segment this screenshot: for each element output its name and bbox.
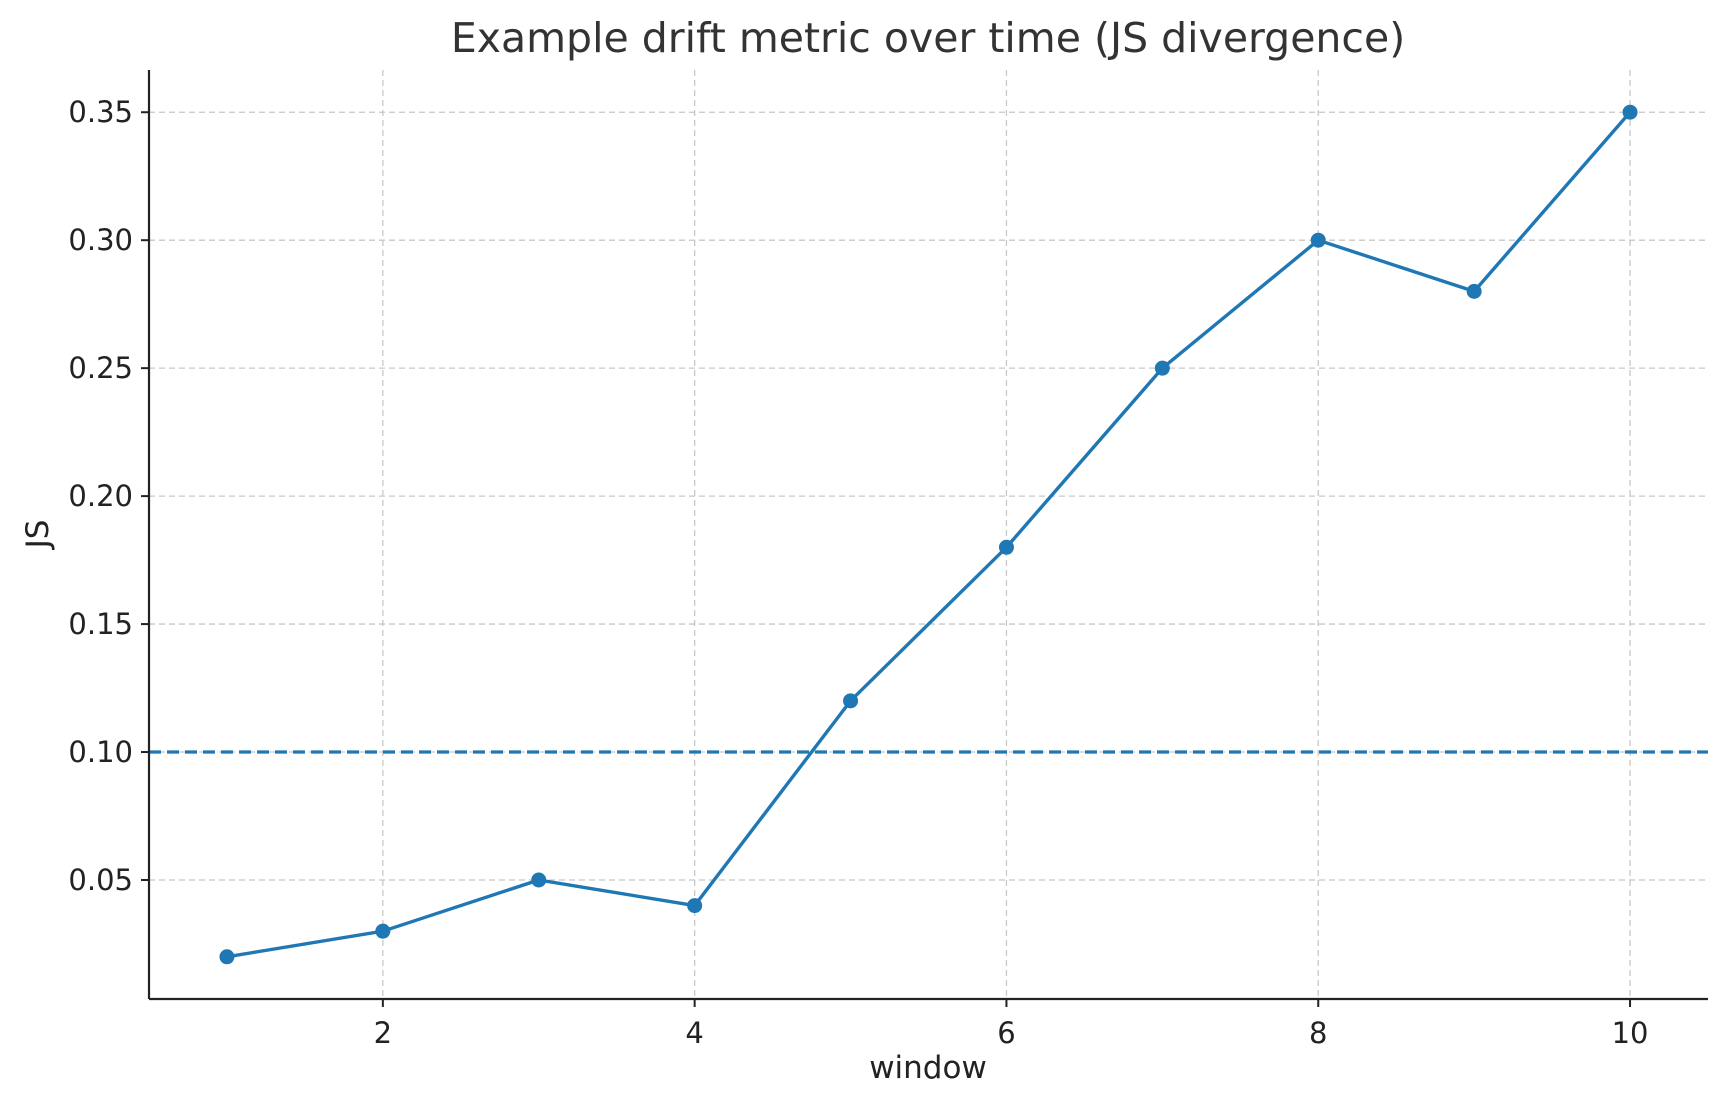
data-point	[998, 539, 1014, 555]
data-point	[1466, 283, 1482, 299]
y-tick-label: 0.05	[68, 863, 133, 897]
y-ticks: 0.05 0.10 0.15 0.20 0.25 0.30 0.35	[68, 95, 149, 897]
data-point	[531, 872, 547, 888]
data-point	[687, 898, 703, 914]
x-ticks: 2 4 6 8 10	[374, 999, 1649, 1050]
y-tick-label: 0.15	[68, 607, 133, 641]
x-tick-label: 10	[1612, 1016, 1649, 1050]
data-point	[219, 949, 235, 965]
y-tick-label: 0.10	[68, 735, 133, 769]
data-point	[1154, 360, 1170, 376]
series-line	[225, 110, 1632, 959]
x-tick-label: 8	[1309, 1016, 1327, 1050]
y-tick-label: 0.20	[68, 479, 133, 513]
x-tick-label: 6	[997, 1016, 1015, 1050]
data-point	[1622, 104, 1638, 120]
data-point	[1310, 232, 1326, 248]
y-tick-label: 0.25	[68, 351, 133, 385]
data-point	[843, 693, 859, 709]
x-axis-label: window	[869, 1050, 987, 1086]
y-axis-label: JS	[20, 520, 56, 551]
axes	[147, 70, 1708, 1001]
x-tick-label: 2	[374, 1016, 392, 1050]
y-tick-label: 0.35	[68, 95, 133, 129]
data-point	[375, 923, 391, 939]
grid	[149, 70, 1708, 999]
chart-title: Example drift metric over time (JS diver…	[451, 14, 1405, 62]
series-layer	[219, 104, 1638, 965]
x-tick-label: 4	[685, 1016, 703, 1050]
y-tick-label: 0.30	[68, 223, 133, 257]
